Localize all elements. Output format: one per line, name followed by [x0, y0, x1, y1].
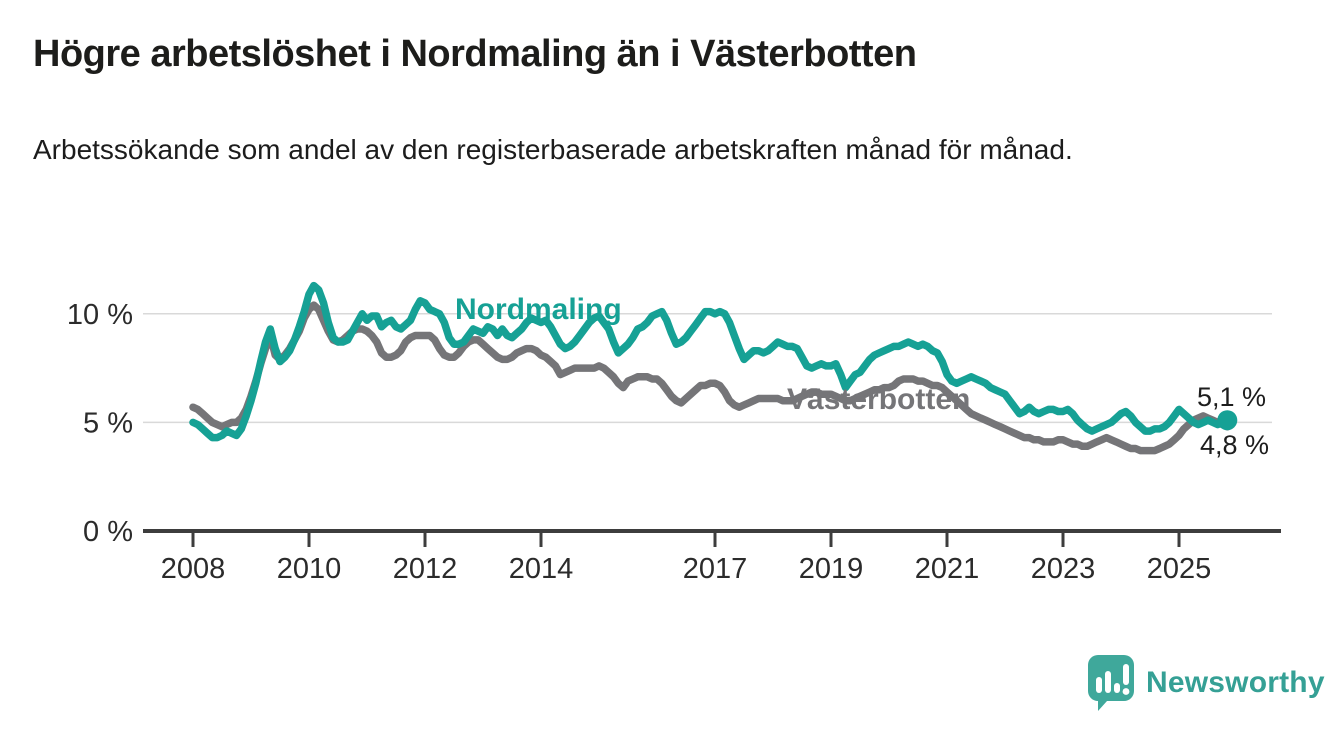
chart-subtitle: Arbetssökande som andel av den registerb… [33, 134, 1073, 165]
x-tick-label: 2025 [1147, 553, 1212, 585]
x-tick-label: 2017 [683, 553, 748, 585]
series-layer [189, 281, 1238, 455]
y-tick-label: 10 % [67, 299, 133, 331]
series-label-nordmaling: Nordmaling [455, 293, 622, 326]
x-tick-label: 2010 [277, 553, 342, 585]
y-tick-label: 5 % [83, 407, 133, 439]
newsworthy-logo[interactable]: Newsworthy [1086, 653, 1325, 713]
x-tick-label: 2023 [1031, 553, 1096, 585]
grid-layer [143, 313, 1272, 424]
latest-value-dot [1217, 410, 1238, 431]
axis-layer: 0 % 5 % 10 % 2008 2010 2012 2014 2017 2019 2021 20… [67, 299, 1281, 585]
x-tick-label: 2014 [509, 553, 574, 585]
end-value-label-nordmaling: 5,1 % [1197, 382, 1266, 412]
y-tick-label: 0 % [83, 516, 133, 548]
newsworthy-logo-text: Newsworthy [1146, 666, 1325, 699]
end-value-label-vasterbotten: 4,8 % [1200, 430, 1269, 460]
series-line-västerbotten [189, 301, 1232, 455]
x-tick-label: 2021 [915, 553, 980, 585]
page-title: Högre arbetslöshet i Nordmaling än i Väs… [33, 33, 917, 75]
logo-bars [1096, 664, 1130, 695]
x-tick-label: 2012 [393, 553, 458, 585]
newsworthy-logo-icon [1088, 655, 1134, 711]
x-tick-label: 2019 [799, 553, 864, 585]
series-label-vasterbotten: Västerbotten [787, 383, 970, 416]
series-line-nordmaling [189, 281, 1232, 442]
x-tick-label: 2008 [161, 553, 226, 585]
